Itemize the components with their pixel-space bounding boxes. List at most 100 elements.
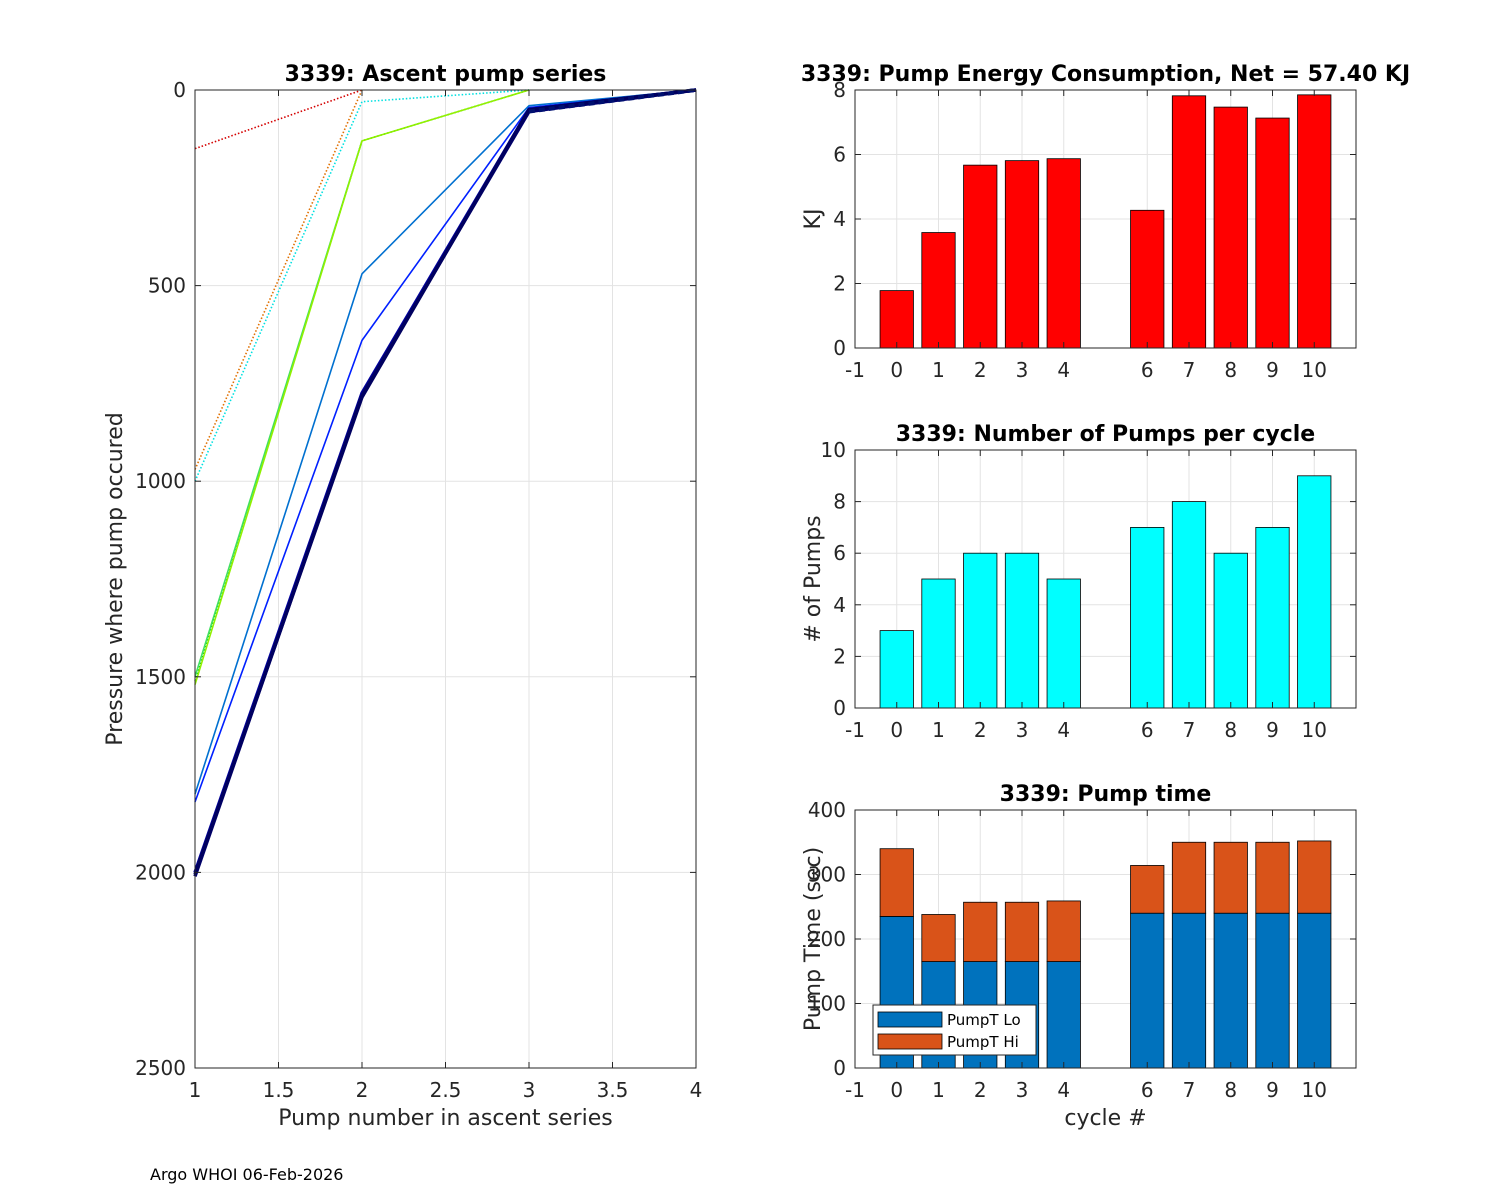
y-tick-label: 8 — [833, 490, 846, 514]
y-tick-label: 1000 — [135, 469, 186, 493]
bar — [1213, 106, 1248, 349]
y-tick-label: 0 — [173, 78, 186, 102]
x-tick-label: 1 — [932, 1078, 945, 1102]
series-line — [194, 89, 697, 795]
x-tick-label: 3 — [1016, 718, 1029, 742]
bar — [1130, 527, 1165, 709]
x-tick-label: 1 — [932, 718, 945, 742]
chart-title: 3339: Pump Energy Consumption, Net = 57.… — [801, 62, 1410, 87]
y-tick-label: 200 — [808, 927, 846, 951]
y-tick-label: 6 — [833, 541, 846, 565]
x-tick-label: -1 — [845, 358, 865, 382]
x-tick-label: 4 — [1057, 1078, 1070, 1102]
bar — [1297, 912, 1332, 1069]
x-tick-label: 1 — [932, 358, 945, 382]
y-tick-label: 300 — [808, 863, 846, 887]
x-tick-label: 10 — [1302, 1078, 1327, 1102]
y-tick-label: 0 — [833, 1056, 846, 1080]
bar — [1297, 840, 1332, 914]
bar — [1046, 158, 1081, 349]
y-axis-label: Pump Time (sec) — [801, 847, 826, 1031]
x-tick-label: 1.5 — [263, 1078, 295, 1102]
bar — [1004, 901, 1040, 962]
x-tick-label: 1 — [189, 1078, 202, 1102]
x-tick-label: 7 — [1183, 718, 1196, 742]
x-tick-label: 9 — [1266, 1078, 1279, 1102]
x-tick-label: 4 — [690, 1078, 703, 1102]
series-line — [194, 89, 363, 470]
bar — [1130, 912, 1165, 1069]
axes-ascent: 1 1.5 2 2.5 3 3.5 4 0 500 1000 1500 2000 2500 3339: A… — [103, 62, 702, 1131]
y-tick-label: 4 — [833, 593, 846, 617]
bar — [1130, 865, 1165, 914]
y-tick-label: 0 — [833, 696, 846, 720]
chart-title: 3339: Pump time — [1000, 782, 1212, 807]
y-tick-label: 2500 — [135, 1056, 186, 1080]
bar — [1046, 578, 1081, 709]
axes-box — [854, 449, 1357, 709]
y-tick-label: 2000 — [135, 860, 186, 884]
x-tick-label: 3 — [1016, 358, 1029, 382]
series-line — [194, 89, 530, 685]
x-tick-label: 7 — [1183, 358, 1196, 382]
y-tick-label: 8 — [833, 78, 846, 102]
y-tick-label: 4 — [833, 207, 846, 231]
bar — [1255, 527, 1290, 709]
x-tick-label: 7 — [1183, 1078, 1196, 1102]
x-tick-label: -1 — [845, 718, 865, 742]
bar — [1255, 841, 1290, 914]
x-tick-label: 2 — [974, 358, 987, 382]
bar — [1171, 912, 1207, 1069]
bar — [963, 552, 998, 709]
bar — [1255, 912, 1290, 1069]
x-tick-label: 0 — [890, 358, 903, 382]
x-tick-label: 4 — [1057, 718, 1070, 742]
x-tick-label: 8 — [1224, 1078, 1237, 1102]
x-tick-label: 8 — [1224, 718, 1237, 742]
y-axis-label: KJ — [801, 209, 826, 230]
x-tick-label: 10 — [1302, 358, 1327, 382]
bar — [1130, 209, 1165, 349]
x-tick-label: 2 — [356, 1078, 369, 1102]
x-tick-label: 4 — [1057, 358, 1070, 382]
x-tick-label: 6 — [1141, 1078, 1154, 1102]
x-tick-label: 2.5 — [430, 1078, 462, 1102]
bar — [1046, 900, 1081, 962]
x-tick-label: 8 — [1224, 358, 1237, 382]
x-tick-label: 3.5 — [597, 1078, 629, 1102]
x-axis-label: Pump number in ascent series — [278, 1106, 612, 1131]
legend-label: PumpT Hi — [947, 1033, 1019, 1051]
series-line — [194, 89, 530, 482]
y-axis-label: Pressure where pump occured — [103, 412, 128, 745]
y-tick-label: 100 — [808, 992, 846, 1016]
bar — [1171, 841, 1207, 914]
bar — [1297, 475, 1332, 709]
x-tick-label: 6 — [1141, 358, 1154, 382]
bar — [1213, 841, 1248, 914]
x-tick-label: 3 — [523, 1078, 536, 1102]
bar — [963, 164, 998, 349]
bar — [879, 848, 914, 917]
y-tick-label: 6 — [833, 143, 846, 167]
y-tick-label: 2 — [833, 272, 846, 296]
y-axis-label: # of Pumps — [801, 515, 826, 642]
bar — [1297, 94, 1332, 349]
x-tick-label: 0 — [890, 718, 903, 742]
legend-label: PumpT Lo — [947, 1011, 1021, 1029]
series-line — [194, 89, 363, 150]
legend-swatch — [877, 1011, 943, 1028]
bar — [879, 630, 914, 709]
bar — [1004, 552, 1040, 709]
chart-title: 3339: Number of Pumps per cycle — [896, 422, 1315, 447]
bar — [1255, 117, 1290, 349]
bar — [1004, 160, 1040, 349]
legend-swatch — [877, 1033, 943, 1050]
x-axis-label: cycle # — [1064, 1106, 1146, 1131]
x-tick-label: -1 — [845, 1078, 865, 1102]
bar — [1046, 961, 1081, 1069]
x-tick-label: 2 — [974, 1078, 987, 1102]
